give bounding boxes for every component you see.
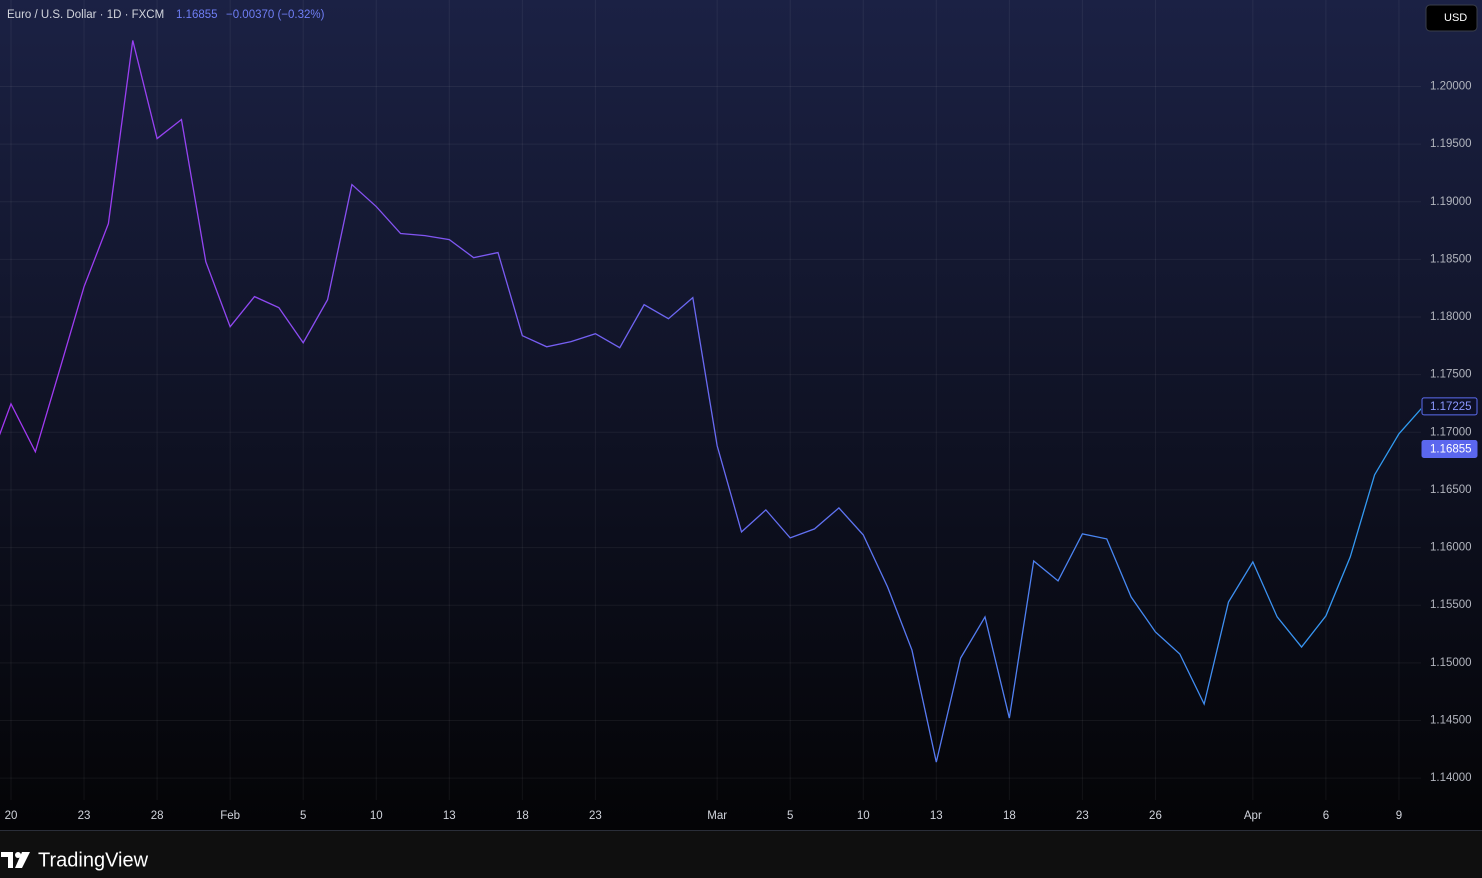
x-tick-label: 13 bbox=[930, 810, 943, 822]
price-marker-label: 1.17225 bbox=[1430, 401, 1472, 413]
axes: 1.14000 1.14500 1.15000 1.15500 1.16000 1.165… bbox=[5, 80, 1478, 822]
x-tick-label: Mar bbox=[707, 810, 727, 822]
y-tick-label: 1.18000 bbox=[1430, 311, 1472, 323]
footer bbox=[0, 830, 1482, 878]
x-tick-label: Apr bbox=[1244, 810, 1262, 822]
logo-mark bbox=[1, 852, 13, 868]
y-tick-label: 1.20000 bbox=[1430, 80, 1472, 92]
x-tick-label: 23 bbox=[1076, 810, 1089, 822]
y-tick-label: 1.19500 bbox=[1430, 138, 1472, 150]
grid bbox=[0, 0, 1421, 800]
y-tick-label: 1.15000 bbox=[1430, 657, 1472, 669]
y-tick-label: 1.17500 bbox=[1430, 369, 1472, 381]
branding: TradingView bbox=[38, 849, 149, 871]
logo-mark bbox=[15, 852, 30, 868]
plot bbox=[0, 40, 1421, 763]
x-tick-label: 10 bbox=[857, 810, 870, 822]
y-tick-label: 1.14500 bbox=[1430, 715, 1472, 727]
header-price: 1.16855 bbox=[176, 9, 218, 21]
price-marker bbox=[1421, 397, 1478, 416]
y-tick-label: 1.18500 bbox=[1430, 253, 1472, 265]
x-tick-label: 18 bbox=[516, 810, 529, 822]
plot-background bbox=[0, 0, 1482, 830]
y-tick-label: 1.16000 bbox=[1430, 542, 1472, 554]
x-tick-label: 5 bbox=[300, 810, 306, 822]
x-tick-label: 23 bbox=[589, 810, 602, 822]
logo bbox=[1, 852, 30, 868]
x-tick-label: 18 bbox=[1003, 810, 1016, 822]
currency-button-box[interactable] bbox=[1425, 4, 1478, 32]
x-tick-label: 9 bbox=[1396, 810, 1402, 822]
x-tick-label: 26 bbox=[1149, 810, 1162, 822]
x-tick-label: 23 bbox=[78, 810, 91, 822]
price-line bbox=[0, 40, 1421, 763]
x-tick-label: 6 bbox=[1323, 810, 1329, 822]
y-tick-label: 1.15500 bbox=[1430, 599, 1472, 611]
x-tick-label: Feb bbox=[220, 810, 240, 822]
x-tick-label: 5 bbox=[787, 810, 793, 822]
y-tick-label: 1.19000 bbox=[1430, 196, 1472, 208]
header-change: −0.00370 (−0.32%) bbox=[226, 9, 325, 21]
price-marker bbox=[1421, 440, 1478, 459]
y-tick-label: 1.17000 bbox=[1430, 426, 1472, 438]
price-marker-label: 1.16855 bbox=[1430, 444, 1472, 456]
y-tick-label: 1.16500 bbox=[1430, 484, 1472, 496]
logo-mark bbox=[15, 852, 21, 858]
x-tick-label: 10 bbox=[370, 810, 383, 822]
x-tick-label: 20 bbox=[5, 810, 18, 822]
y-tick-label: 1.14000 bbox=[1430, 772, 1472, 784]
symbol: Euro / U.S. Dollar · 1D · FXCM bbox=[7, 9, 164, 21]
x-tick-label: 13 bbox=[443, 810, 456, 822]
currency-button[interactable]: USD bbox=[1425, 4, 1478, 32]
currency-button-label[interactable]: USD bbox=[1444, 12, 1467, 24]
x-tick-label: 28 bbox=[151, 810, 164, 822]
